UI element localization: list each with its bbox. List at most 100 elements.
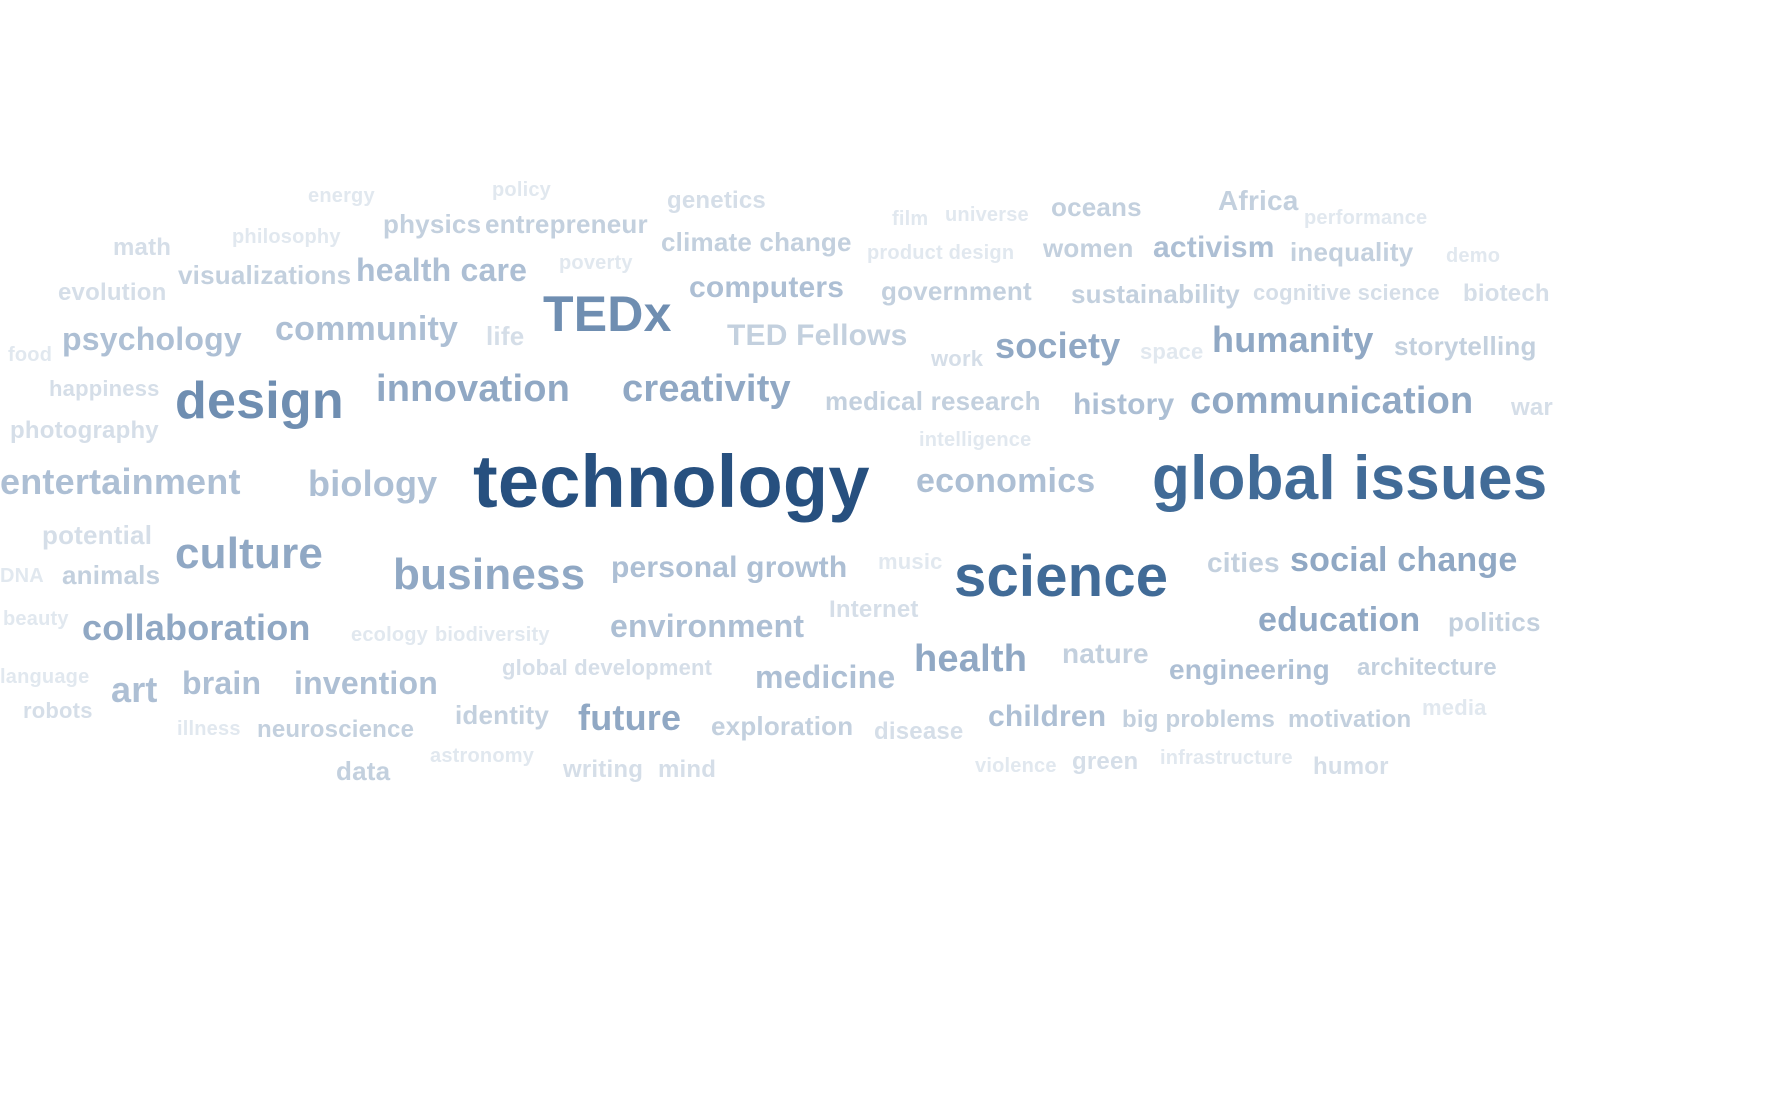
word-beauty: beauty [3, 608, 69, 630]
word-tedx: TEDx [543, 286, 672, 342]
word-medical-research: medical research [825, 386, 1041, 416]
word-brain: brain [182, 665, 262, 701]
word-innovation: innovation [376, 368, 571, 410]
word-work: work [931, 346, 984, 371]
word-medicine: medicine [755, 659, 896, 695]
word-demo: demo [1446, 245, 1501, 267]
word-health-care: health care [356, 252, 528, 288]
word-visualizations: visualizations [178, 260, 352, 290]
word-cities: cities [1207, 547, 1280, 578]
word-collaboration: collaboration [82, 607, 311, 648]
word-culture: culture [175, 529, 324, 578]
word-biotech: biotech [1463, 280, 1550, 307]
word-society: society [995, 325, 1121, 366]
word-cognitive-science: cognitive science [1253, 280, 1440, 305]
word-inequality: inequality [1290, 237, 1414, 267]
word-sustainability: sustainability [1071, 279, 1240, 309]
word-entertainment: entertainment [0, 461, 241, 502]
word-film: film [892, 208, 929, 230]
word-children: children [988, 700, 1107, 733]
word-genetics: genetics [667, 187, 766, 214]
word-motivation: motivation [1288, 706, 1412, 733]
word-politics: politics [1448, 607, 1541, 637]
word-global-development: global development [502, 655, 713, 680]
word-happiness: happiness [49, 376, 160, 401]
word-green: green [1072, 748, 1139, 775]
word-history: history [1073, 388, 1175, 421]
word-media: media [1422, 695, 1487, 720]
word-storytelling: storytelling [1394, 331, 1537, 361]
word-robots: robots [23, 698, 93, 723]
word-environment: environment [610, 608, 805, 644]
word-business: business [393, 550, 586, 599]
word-internet: Internet [829, 596, 919, 623]
word-personal-growth: personal growth [611, 551, 848, 584]
word-performance: performance [1304, 207, 1428, 229]
word-architecture: architecture [1357, 654, 1497, 681]
word-biology: biology [308, 463, 438, 504]
word-community: community [275, 310, 459, 348]
word-math: math [113, 234, 172, 261]
word-music: music [878, 549, 943, 574]
word-computers: computers [689, 271, 845, 304]
word-invention: invention [294, 665, 439, 701]
word-infrastructure: infrastructure [1160, 747, 1293, 769]
word-animals: animals [62, 560, 161, 590]
word-activism: activism [1153, 231, 1275, 264]
word-design: design [175, 372, 344, 430]
word-mind: mind [658, 756, 717, 783]
word-entrepreneur: entrepreneur [485, 209, 648, 239]
word-government: government [881, 276, 1032, 306]
word-big-problems: big problems [1122, 706, 1276, 733]
word-global-issues: global issues [1152, 444, 1548, 513]
word-potential: potential [42, 520, 153, 550]
word-dna: DNA [0, 565, 44, 587]
word-humanity: humanity [1212, 319, 1374, 360]
word-war: war [1511, 394, 1553, 421]
word-physics: physics [383, 209, 482, 239]
word-life: life [486, 321, 525, 351]
word-women: women [1043, 233, 1134, 263]
word-disease: disease [874, 718, 964, 745]
word-poverty: poverty [559, 252, 633, 274]
word-writing: writing [563, 756, 644, 783]
word-exploration: exploration [711, 711, 854, 741]
word-engineering: engineering [1169, 654, 1330, 685]
word-universe: universe [945, 204, 1029, 226]
word-science: science [954, 544, 1169, 609]
word-ted-fellows: TED Fellows [727, 319, 908, 352]
word-africa: Africa [1218, 185, 1299, 216]
word-photography: photography [10, 417, 159, 444]
word-identity: identity [455, 700, 550, 730]
word-policy: policy [492, 179, 551, 201]
word-astronomy: astronomy [430, 745, 535, 767]
word-psychology: psychology [62, 321, 242, 357]
word-health: health [914, 638, 1028, 680]
word-oceans: oceans [1051, 192, 1142, 222]
word-data: data [336, 756, 391, 786]
word-biodiversity: biodiversity [435, 624, 550, 646]
word-economics: economics [916, 462, 1096, 500]
word-illness: illness [177, 718, 241, 740]
word-product-design: product design [867, 242, 1015, 264]
word-energy: energy [308, 185, 375, 207]
word-evolution: evolution [58, 279, 167, 306]
word-education: education [1258, 601, 1421, 639]
word-communication: communication [1190, 380, 1474, 422]
word-neuroscience: neuroscience [257, 716, 415, 743]
word-ecology: ecology [351, 624, 428, 646]
word-climate-change: climate change [661, 227, 852, 257]
word-philosophy: philosophy [232, 226, 341, 248]
word-violence: violence [975, 755, 1057, 777]
word-food: food [8, 344, 53, 366]
word-humor: humor [1313, 753, 1389, 780]
word-language: language [0, 666, 90, 688]
word-technology: technology [473, 440, 870, 523]
word-creativity: creativity [622, 368, 791, 410]
word-art: art [111, 669, 158, 710]
word-space: space [1140, 339, 1204, 364]
word-intelligence: intelligence [919, 429, 1032, 451]
word-future: future [578, 697, 682, 738]
word-nature: nature [1062, 638, 1149, 669]
